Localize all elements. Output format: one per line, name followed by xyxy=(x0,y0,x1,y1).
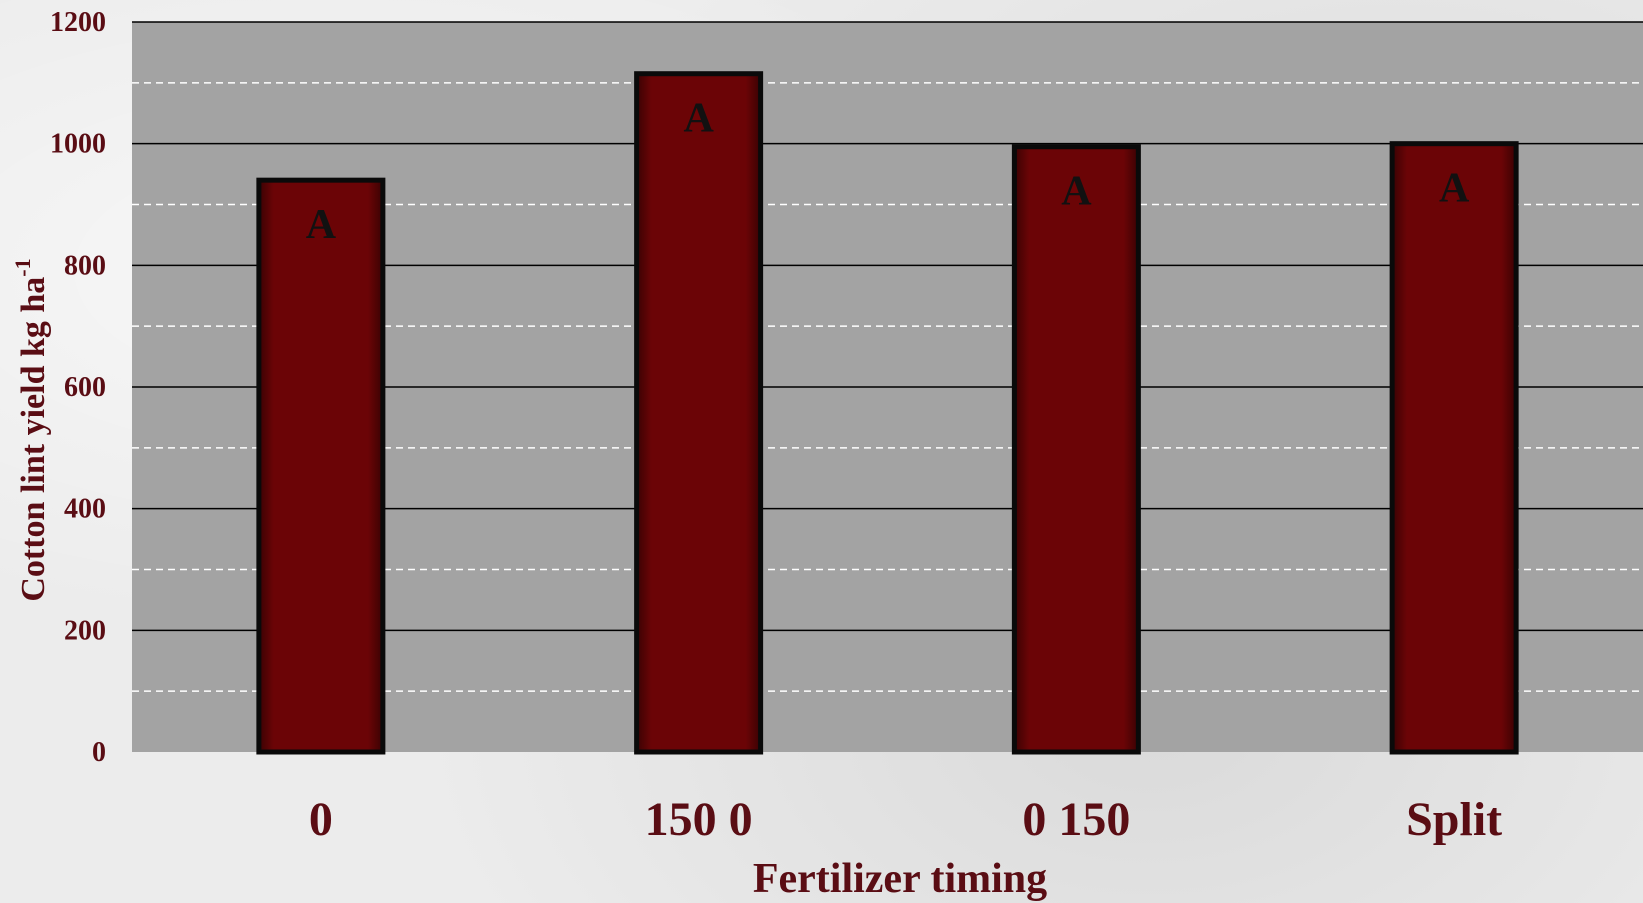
y-tick-label: 200 xyxy=(64,615,106,646)
bar xyxy=(256,177,386,755)
y-axis-ticks: 0 200 400 600 800 1000 1200 xyxy=(50,7,106,768)
y-tick-label: 1200 xyxy=(50,7,106,38)
x-axis-categories: 0 150 0 0 150 Split xyxy=(309,793,1502,846)
y-tick-label: 0 xyxy=(92,737,106,768)
x-category-label: 0 150 xyxy=(1022,793,1130,846)
bars: A A A A xyxy=(256,71,1519,755)
y-axis-title-superscript: -1 xyxy=(10,258,35,276)
bar xyxy=(634,71,764,755)
bar-significance-label: A xyxy=(683,96,714,142)
x-category-label: 150 0 xyxy=(645,793,753,846)
y-axis-title: Cotton lint yield kg ha-1 xyxy=(10,258,52,601)
y-tick-label: 600 xyxy=(64,372,106,403)
x-axis-title: Fertilizer timing xyxy=(753,856,1047,902)
y-tick-label: 400 xyxy=(64,494,106,525)
bar xyxy=(1389,141,1519,755)
y-tick-label: 800 xyxy=(64,250,106,281)
y-axis-title-base: Cotton lint yield kg ha xyxy=(15,277,52,602)
bar-significance-label: A xyxy=(1061,169,1092,215)
x-category-label: Split xyxy=(1406,793,1502,846)
bar-significance-label: A xyxy=(1439,166,1470,212)
bar-significance-label: A xyxy=(306,202,337,248)
bar xyxy=(1011,144,1141,755)
x-category-label: 0 xyxy=(309,793,333,846)
y-tick-label: 1000 xyxy=(50,129,106,160)
